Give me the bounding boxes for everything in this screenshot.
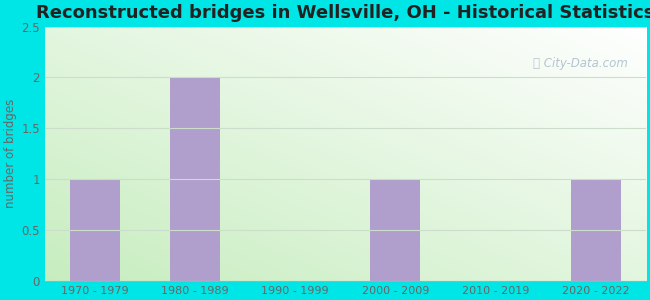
Bar <box>170 77 220 281</box>
Y-axis label: number of bridges: number of bridges <box>4 99 17 208</box>
Bar <box>370 179 421 281</box>
Title: Reconstructed bridges in Wellsville, OH - Historical Statistics: Reconstructed bridges in Wellsville, OH … <box>36 4 650 22</box>
Bar <box>70 179 120 281</box>
Text: ⓘ City-Data.com: ⓘ City-Data.com <box>533 57 628 70</box>
Bar <box>571 179 621 281</box>
